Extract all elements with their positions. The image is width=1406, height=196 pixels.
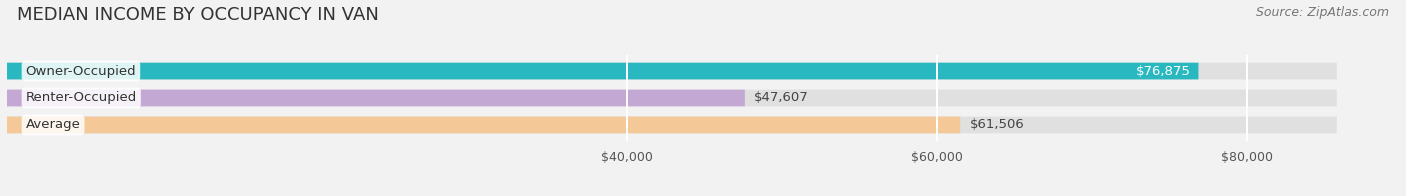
Text: Source: ZipAtlas.com: Source: ZipAtlas.com: [1256, 6, 1389, 19]
FancyBboxPatch shape: [7, 90, 1337, 106]
FancyBboxPatch shape: [7, 63, 1198, 79]
FancyBboxPatch shape: [7, 90, 745, 106]
Text: Renter-Occupied: Renter-Occupied: [25, 92, 136, 104]
Text: $47,607: $47,607: [754, 92, 808, 104]
Text: MEDIAN INCOME BY OCCUPANCY IN VAN: MEDIAN INCOME BY OCCUPANCY IN VAN: [17, 6, 378, 24]
FancyBboxPatch shape: [7, 63, 1337, 79]
Text: $76,875: $76,875: [1136, 64, 1191, 78]
Text: Average: Average: [25, 118, 80, 132]
FancyBboxPatch shape: [7, 117, 1337, 133]
Text: Owner-Occupied: Owner-Occupied: [25, 64, 136, 78]
FancyBboxPatch shape: [7, 117, 960, 133]
Text: $61,506: $61,506: [970, 118, 1025, 132]
